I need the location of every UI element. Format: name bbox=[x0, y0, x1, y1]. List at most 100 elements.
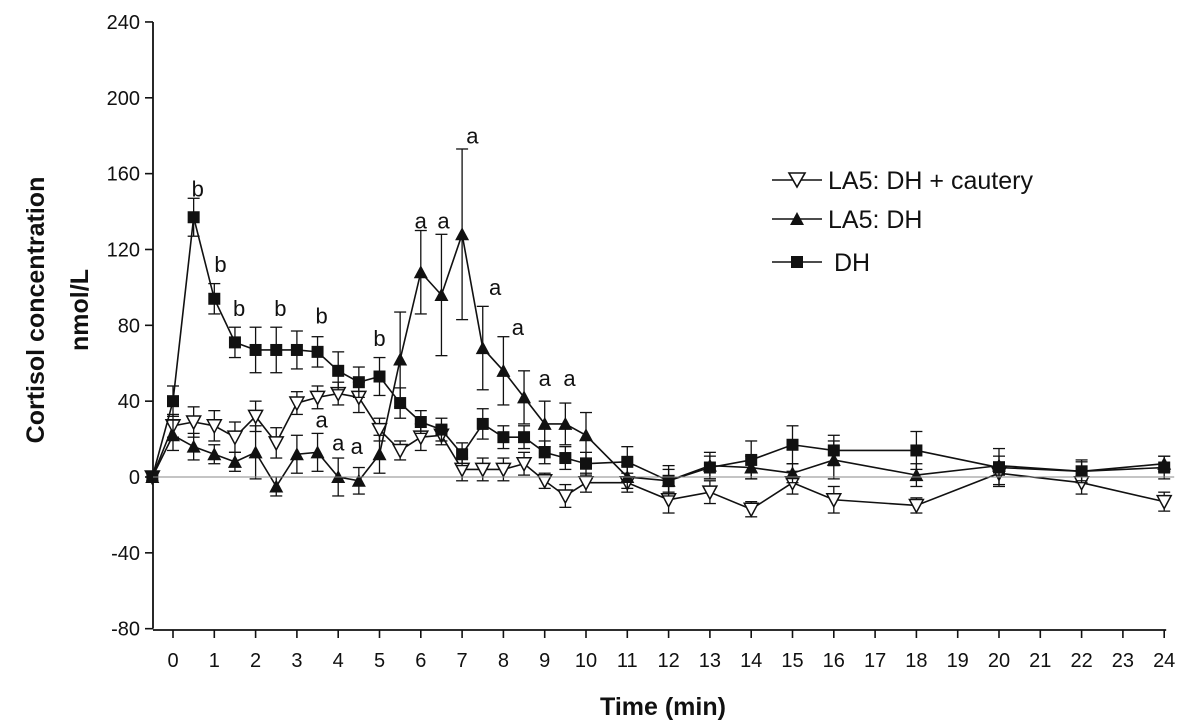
significance-letter: b bbox=[192, 176, 204, 201]
data-point-open-triangle bbox=[742, 502, 760, 518]
data-point-open-triangle bbox=[536, 474, 553, 490]
significance-letter: a bbox=[466, 123, 479, 148]
legend-entry-dh-cautery: LA5: DH + cautery bbox=[772, 167, 1033, 195]
data-point-square bbox=[538, 446, 551, 459]
data-point-square bbox=[435, 423, 448, 436]
x-tick-label: 22 bbox=[1070, 650, 1092, 672]
data-point-triangle bbox=[434, 287, 449, 301]
data-point-open-triangle bbox=[391, 443, 409, 460]
data-point-triangle bbox=[537, 416, 552, 430]
data-point-open-triangle bbox=[474, 462, 492, 478]
x-tick-label: 5 bbox=[374, 650, 385, 672]
significance-letter: b bbox=[373, 326, 385, 351]
data-point-open-triangle bbox=[371, 422, 388, 439]
data-point-square bbox=[249, 343, 262, 356]
series-line bbox=[151, 392, 1165, 511]
x-tick-label: 3 bbox=[291, 650, 302, 672]
data-point-open-triangle bbox=[825, 493, 843, 509]
significance-letter: a bbox=[489, 275, 502, 300]
data-point-open-triangle bbox=[495, 462, 512, 478]
y-tick-label: 120 bbox=[107, 239, 140, 261]
data-point-triangle bbox=[207, 447, 222, 461]
significance-letter: a bbox=[512, 315, 525, 340]
x-tick-label: 19 bbox=[947, 650, 969, 672]
legend-marker-filled-triangle bbox=[790, 212, 804, 225]
series-2 bbox=[146, 197, 1171, 493]
legend-marker-open-triangle bbox=[787, 172, 807, 189]
data-point-square bbox=[1075, 465, 1088, 478]
data-point-triangle bbox=[475, 341, 490, 355]
data-point-triangle bbox=[227, 454, 242, 468]
x-tick-label: 0 bbox=[167, 650, 178, 672]
data-point-open-triangle bbox=[185, 415, 202, 431]
series-line bbox=[151, 217, 1165, 482]
x-tick-label: 13 bbox=[699, 650, 721, 672]
data-point-open-triangle bbox=[288, 396, 306, 412]
significance-letter: a bbox=[351, 434, 364, 459]
data-point-triangle bbox=[310, 445, 325, 459]
data-point-triangle bbox=[579, 428, 593, 442]
data-point-square bbox=[208, 292, 221, 305]
x-tick-label: 7 bbox=[457, 650, 468, 672]
x-tick-label: 24 bbox=[1153, 650, 1175, 672]
data-point-square bbox=[167, 395, 179, 408]
data-point-square bbox=[290, 343, 303, 356]
x-tick-label: 12 bbox=[657, 650, 679, 672]
significance-letter: a bbox=[539, 366, 552, 391]
significance-letter: b bbox=[214, 252, 226, 277]
data-point-triangle bbox=[289, 447, 304, 461]
data-point-triangle bbox=[496, 363, 511, 377]
significance-letter: b bbox=[233, 296, 245, 321]
y-tick-label: 0 bbox=[129, 467, 140, 489]
legend-marker-square bbox=[791, 256, 803, 268]
data-point-triangle bbox=[248, 445, 263, 459]
data-point-square bbox=[414, 416, 427, 429]
y-axis-title-line1: Cortisol concentration bbox=[22, 177, 50, 444]
data-point-square bbox=[745, 453, 758, 466]
data-point-square bbox=[1158, 461, 1171, 474]
x-tick-label: 15 bbox=[781, 650, 803, 672]
data-point-triangle bbox=[186, 439, 201, 453]
data-point-square bbox=[559, 452, 572, 465]
data-point-triangle bbox=[269, 479, 284, 493]
series-1 bbox=[145, 148, 1172, 497]
y-tick-label: 240 bbox=[107, 12, 140, 34]
data-point-triangle bbox=[785, 466, 800, 480]
data-point-open-triangle bbox=[701, 485, 719, 501]
x-tick-label: 9 bbox=[539, 650, 550, 672]
data-point-square bbox=[311, 345, 324, 358]
data-point-square bbox=[228, 336, 241, 349]
y-tick-label: 200 bbox=[107, 88, 140, 110]
data-point-square bbox=[580, 457, 592, 470]
series-layer bbox=[144, 148, 1173, 518]
data-point-open-triangle bbox=[515, 456, 533, 473]
data-point-square bbox=[497, 431, 510, 444]
x-tick-label: 2 bbox=[250, 650, 261, 672]
data-point-square bbox=[270, 343, 283, 356]
data-point-square bbox=[621, 455, 634, 468]
data-point-open-triangle bbox=[908, 498, 925, 515]
data-point-open-triangle bbox=[226, 430, 244, 446]
x-tick-label: 18 bbox=[905, 650, 927, 672]
data-point-triangle bbox=[909, 468, 924, 482]
data-point-triangle bbox=[351, 473, 366, 487]
x-tick-label: 14 bbox=[740, 650, 762, 672]
y-tick-label: -80 bbox=[111, 619, 140, 641]
x-tick-label: 10 bbox=[575, 650, 597, 672]
data-point-open-triangle bbox=[557, 489, 574, 505]
significance-letter: a bbox=[316, 408, 329, 433]
data-point-square bbox=[662, 474, 675, 487]
x-tick-label: 1 bbox=[209, 650, 220, 672]
data-point-square bbox=[786, 438, 799, 451]
significance-letter: b bbox=[274, 296, 286, 321]
significance-letter: b bbox=[316, 303, 328, 328]
y-tick-label: 80 bbox=[118, 315, 140, 337]
y-tick-label: -40 bbox=[111, 543, 140, 565]
data-point-triangle bbox=[372, 447, 387, 461]
data-point-triangle bbox=[455, 227, 470, 241]
legend-entry-la5-dh: LA5: DH bbox=[772, 206, 922, 234]
data-point-square bbox=[187, 211, 200, 224]
data-point-square bbox=[827, 444, 840, 457]
